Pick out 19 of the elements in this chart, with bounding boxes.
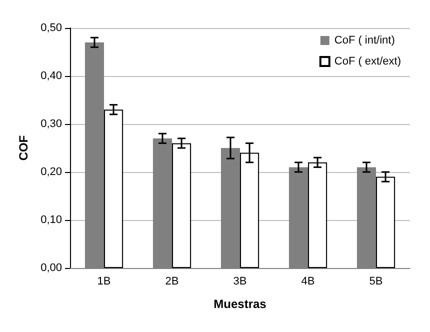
bar: [172, 143, 192, 268]
bar: [104, 110, 124, 268]
x-tick-label: 4B: [301, 276, 315, 288]
bar: [308, 162, 328, 268]
legend-label: CoF ( ext/ext): [334, 56, 401, 68]
y-tick-label: 0,00: [40, 262, 62, 274]
x-tick-label: 5B: [369, 276, 383, 288]
y-tick-label: 0,20: [40, 166, 62, 178]
x-tick-label: 1B: [97, 276, 111, 288]
y-tick-label: 0,40: [40, 70, 62, 82]
x-tick-label: 3B: [233, 276, 247, 288]
legend-label: CoF ( int/int): [334, 34, 395, 46]
bar: [376, 176, 396, 268]
y-axis-title: COF: [16, 135, 31, 161]
x-axis-title: Muestras: [214, 297, 267, 311]
y-tick-label: 0,10: [40, 214, 62, 226]
y-tick-label: 0,30: [40, 118, 62, 130]
x-tick-label: 2B: [165, 276, 179, 288]
y-tick-label: 0,50: [40, 22, 62, 34]
